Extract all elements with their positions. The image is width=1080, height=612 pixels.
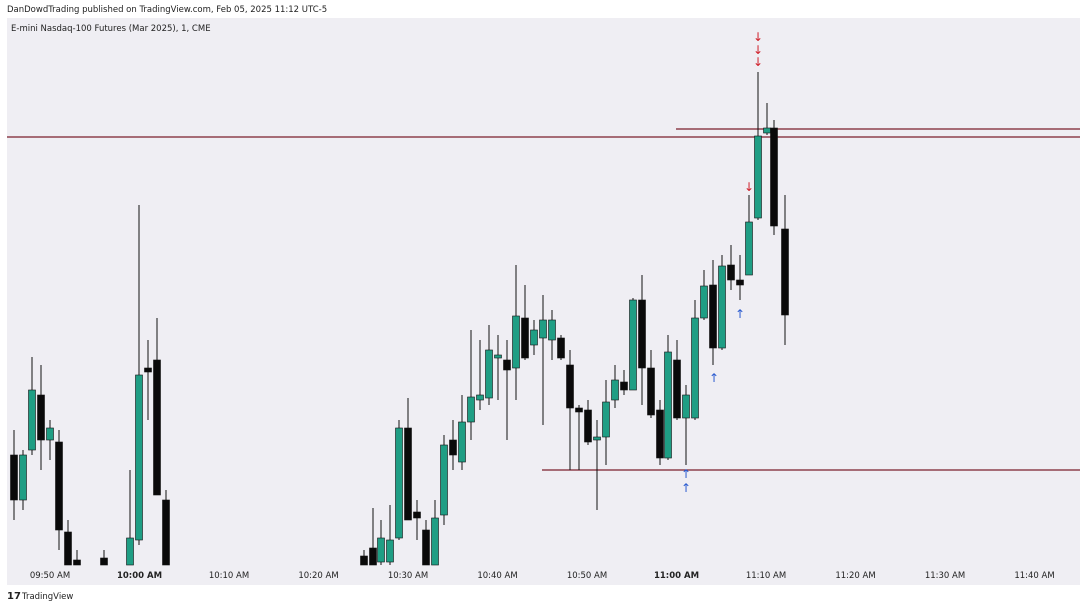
candle-body xyxy=(413,511,421,519)
candle-body xyxy=(126,537,134,566)
candle-body xyxy=(745,221,753,276)
logo-mark: 17 xyxy=(7,591,21,602)
candle-body xyxy=(503,359,511,371)
candle-body xyxy=(422,529,430,566)
buy-arrow: ↑ xyxy=(709,371,719,385)
candle-body xyxy=(673,359,681,419)
candle-body xyxy=(763,127,771,134)
candle-body xyxy=(440,444,448,516)
time-label: 10:50 AM xyxy=(567,571,607,581)
candle-body xyxy=(46,427,54,441)
candle-body xyxy=(28,389,36,451)
candle-body xyxy=(539,319,547,339)
candle-body xyxy=(73,559,81,566)
candle-body xyxy=(584,409,592,443)
candle-body xyxy=(494,354,502,359)
candle-body xyxy=(736,279,744,286)
buy-arrow: ↑ xyxy=(681,467,691,481)
candle-body xyxy=(100,557,108,566)
candle-body xyxy=(638,299,646,369)
candle-body xyxy=(781,228,789,316)
candle-body xyxy=(575,407,583,413)
arrows: ↓ ↓ ↓ ↓ ↑ ↑ ↑ ↑ xyxy=(681,30,763,495)
candle-body xyxy=(19,454,27,501)
candle-body xyxy=(700,285,708,319)
candle-body xyxy=(709,284,717,349)
candle-body xyxy=(476,394,484,401)
candle-body xyxy=(656,409,664,459)
sell-arrow: ↓ xyxy=(753,30,763,44)
candle-body xyxy=(521,317,529,359)
candle-body xyxy=(691,317,699,419)
publisher-line: DanDowdTrading published on TradingView.… xyxy=(7,5,327,15)
candle-body xyxy=(682,394,690,419)
candle-body xyxy=(64,531,72,566)
time-label: 09:50 AM xyxy=(30,571,70,581)
time-label: 11:20 AM xyxy=(835,571,875,581)
time-label: 11:40 AM xyxy=(1014,571,1054,581)
candles xyxy=(10,72,789,566)
symbol-title: E-mini Nasdaq-100 Futures (Mar 2025), 1,… xyxy=(11,24,211,34)
time-label: 10:40 AM xyxy=(477,571,517,581)
candle-body xyxy=(144,367,152,373)
candle-body xyxy=(135,374,143,541)
candle-body xyxy=(548,319,556,341)
candle-body xyxy=(620,381,628,391)
candle-body xyxy=(770,127,778,227)
sell-arrow: ↓ xyxy=(753,43,763,57)
buy-arrow: ↑ xyxy=(735,307,745,321)
candle-body xyxy=(512,315,520,369)
candle-body xyxy=(485,349,493,399)
candle-body xyxy=(718,265,726,349)
candle-body xyxy=(153,359,161,496)
candle-body xyxy=(566,364,574,409)
candle-body xyxy=(386,539,394,563)
time-label: 10:10 AM xyxy=(209,571,249,581)
candle-body xyxy=(395,427,403,539)
candle-body xyxy=(754,135,762,219)
candle-body xyxy=(664,351,672,459)
time-label: 10:00 AM xyxy=(117,571,162,581)
candle-body xyxy=(10,454,18,501)
candle-body xyxy=(55,441,63,531)
candle-body xyxy=(449,439,457,456)
candle-body xyxy=(458,421,466,463)
candle-body xyxy=(467,396,475,423)
time-label: 11:30 AM xyxy=(925,571,965,581)
candle-body xyxy=(404,427,412,521)
time-label: 10:20 AM xyxy=(298,571,338,581)
candle-body xyxy=(611,379,619,401)
candle-body xyxy=(727,264,735,281)
time-label: 10:30 AM xyxy=(388,571,428,581)
candle-body xyxy=(37,394,45,441)
sell-arrow: ↓ xyxy=(753,55,763,69)
time-label: 11:10 AM xyxy=(746,571,786,581)
time-axis: 09:50 AM 10:00 AM 10:10 AM 10:20 AM 10:30 AM… xyxy=(30,571,1055,581)
candle-body xyxy=(647,367,655,416)
candle-body xyxy=(602,401,610,438)
buy-arrow: ↑ xyxy=(681,481,691,495)
footer-brand: TradingView xyxy=(21,592,73,602)
sell-arrow: ↓ xyxy=(744,180,754,194)
header-bar xyxy=(0,0,1080,18)
candle-body xyxy=(162,499,170,566)
candle-body xyxy=(431,517,439,566)
candle-body xyxy=(593,436,601,441)
candle-body xyxy=(629,299,637,391)
candle-body xyxy=(377,537,385,563)
candle-body xyxy=(369,547,377,566)
candle-body xyxy=(530,329,538,346)
candle-body xyxy=(360,555,368,566)
time-label: 11:00 AM xyxy=(654,571,699,581)
candle-body xyxy=(557,337,565,359)
